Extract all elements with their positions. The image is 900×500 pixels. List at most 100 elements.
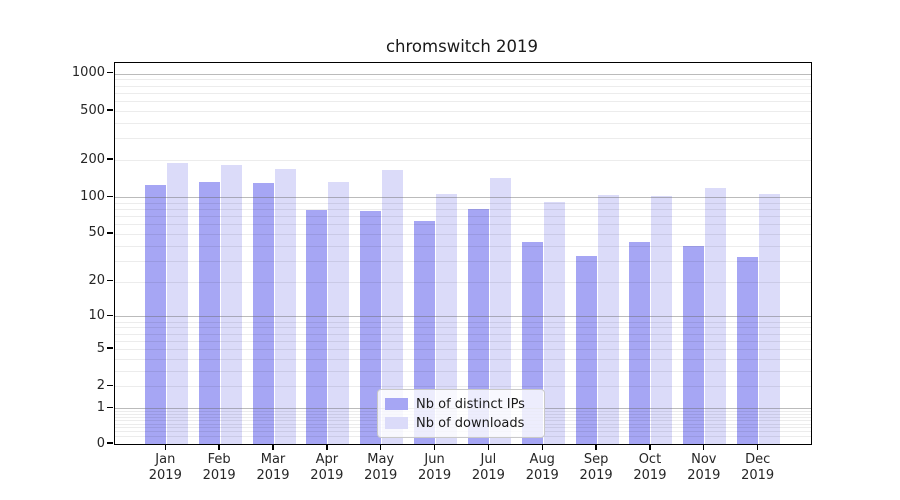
minor-gridline <box>115 349 811 351</box>
year-label: 2019 <box>633 467 667 483</box>
minor-gridline <box>115 260 811 262</box>
year-label: 2019 <box>687 467 721 483</box>
year-label: 2019 <box>148 467 182 483</box>
year-label: 2019 <box>364 467 398 483</box>
x-tick-label-feb: Feb 2019 <box>189 452 249 483</box>
bar-downloads-sep <box>597 194 619 444</box>
y-tick-mark-2 <box>107 384 113 387</box>
x-tick-label-may: May 2019 <box>351 452 411 483</box>
x-tick-mark-sep <box>595 444 597 450</box>
month-label: May <box>367 452 395 467</box>
x-tick-label-apr: Apr 2019 <box>297 452 357 483</box>
bar-downloads-jul <box>489 177 511 444</box>
y-tick-mark-1000 <box>107 72 113 74</box>
x-tick-mark-apr <box>326 444 328 450</box>
y-tick-label-2: 2 <box>96 377 105 393</box>
month-label: Mar <box>260 452 286 467</box>
bar-distinct-ips-may <box>360 211 382 444</box>
month-label: Aug <box>529 452 555 467</box>
minor-gridline <box>115 160 811 162</box>
minor-gridline <box>115 202 811 204</box>
y-tick-mark-0 <box>107 442 113 444</box>
month-label: Jan <box>155 452 176 467</box>
minor-gridline <box>115 233 811 235</box>
legend-swatch-distinct-ips <box>385 398 408 410</box>
y-tick-mark-1 <box>107 406 113 408</box>
minor-gridline <box>115 327 811 329</box>
minor-gridline <box>115 245 811 247</box>
year-label: 2019 <box>579 467 613 483</box>
month-label: Apr <box>315 452 339 467</box>
bar-distinct-ips-jul <box>467 209 489 444</box>
minor-gridline <box>115 111 811 113</box>
minor-gridline <box>115 85 811 87</box>
y-tick-mark-200 <box>107 158 113 160</box>
x-tick-mark-oct <box>649 444 651 450</box>
x-tick-label-jun: Jun 2019 <box>405 452 465 483</box>
bar-distinct-ips-apr <box>306 210 328 444</box>
year-label: 2019 <box>256 467 290 483</box>
bar-distinct-ips-sep <box>575 255 597 444</box>
minor-gridline <box>115 92 811 94</box>
y-tick-label-100: 100 <box>80 188 105 204</box>
x-tick-label-mar: Mar 2019 <box>243 452 303 483</box>
y-tick-label-0: 0 <box>96 435 105 451</box>
y-tick-label-500: 500 <box>80 102 105 118</box>
y-tick-mark-20 <box>107 280 113 282</box>
x-tick-label-sep: Sep 2019 <box>566 452 626 483</box>
bar-distinct-ips-jun <box>414 220 436 444</box>
legend-label-distinct-ips: Nb of distinct IPs <box>416 396 525 412</box>
legend-swatch-downloads <box>385 417 408 429</box>
minor-gridline <box>115 321 811 323</box>
minor-gridline <box>115 333 811 335</box>
y-tick-label-1000: 1000 <box>71 65 105 81</box>
bar-downloads-aug <box>543 202 565 444</box>
x-tick-mark-nov <box>703 444 705 450</box>
y-tick-mark-10 <box>107 314 113 317</box>
month-label: Feb <box>207 452 231 467</box>
minor-gridline <box>115 386 811 388</box>
y-tick-mark-50 <box>107 232 113 234</box>
y-tick-label-1: 1 <box>96 399 105 415</box>
x-tick-mark-jul <box>487 444 490 450</box>
minor-gridline <box>115 209 811 211</box>
year-label: 2019 <box>741 467 775 483</box>
bar-distinct-ips-mar <box>252 182 274 444</box>
bar-distinct-ips-nov <box>683 245 705 444</box>
y-tick-mark-100 <box>107 195 113 197</box>
month-label: Sep <box>583 452 609 467</box>
month-label: Dec <box>745 452 771 467</box>
y-tick-label-5: 5 <box>96 340 105 356</box>
y-tick-label-20: 20 <box>88 273 105 289</box>
year-label: 2019 <box>471 467 505 483</box>
legend: Nb of distinct IPs Nb of downloads <box>377 389 545 438</box>
month-label: Nov <box>691 452 717 467</box>
year-label: 2019 <box>310 467 344 483</box>
minor-gridline <box>115 358 811 360</box>
y-tick-label-10: 10 <box>88 307 105 323</box>
bar-distinct-ips-jan <box>144 184 166 444</box>
x-tick-label-jul: Jul 2019 <box>458 452 518 483</box>
bar-downloads-jan <box>166 162 188 444</box>
legend-label-downloads: Nb of downloads <box>416 415 525 431</box>
bar-downloads-may <box>382 170 404 444</box>
x-tick-mark-jan <box>164 444 166 450</box>
x-tick-label-aug: Aug 2019 <box>512 452 572 483</box>
x-tick-label-jan: Jan 2019 <box>135 452 195 483</box>
x-tick-label-dec: Dec 2019 <box>728 452 788 483</box>
y-tick-label-200: 200 <box>80 151 105 167</box>
y-tick-label-50: 50 <box>88 225 105 241</box>
x-tick-mark-feb <box>218 444 220 450</box>
minor-gridline <box>115 79 811 81</box>
legend-item-downloads: Nb of downloads <box>385 415 535 431</box>
minor-gridline <box>115 370 811 372</box>
minor-gridline <box>115 123 811 125</box>
minor-gridline <box>115 281 811 283</box>
x-tick-label-nov: Nov 2019 <box>674 452 734 483</box>
bar-distinct-ips-feb <box>198 181 220 444</box>
major-gridline-100 <box>115 197 811 199</box>
year-label: 2019 <box>418 467 452 483</box>
bar-downloads-oct <box>651 196 673 444</box>
month-label: Oct <box>638 452 662 467</box>
